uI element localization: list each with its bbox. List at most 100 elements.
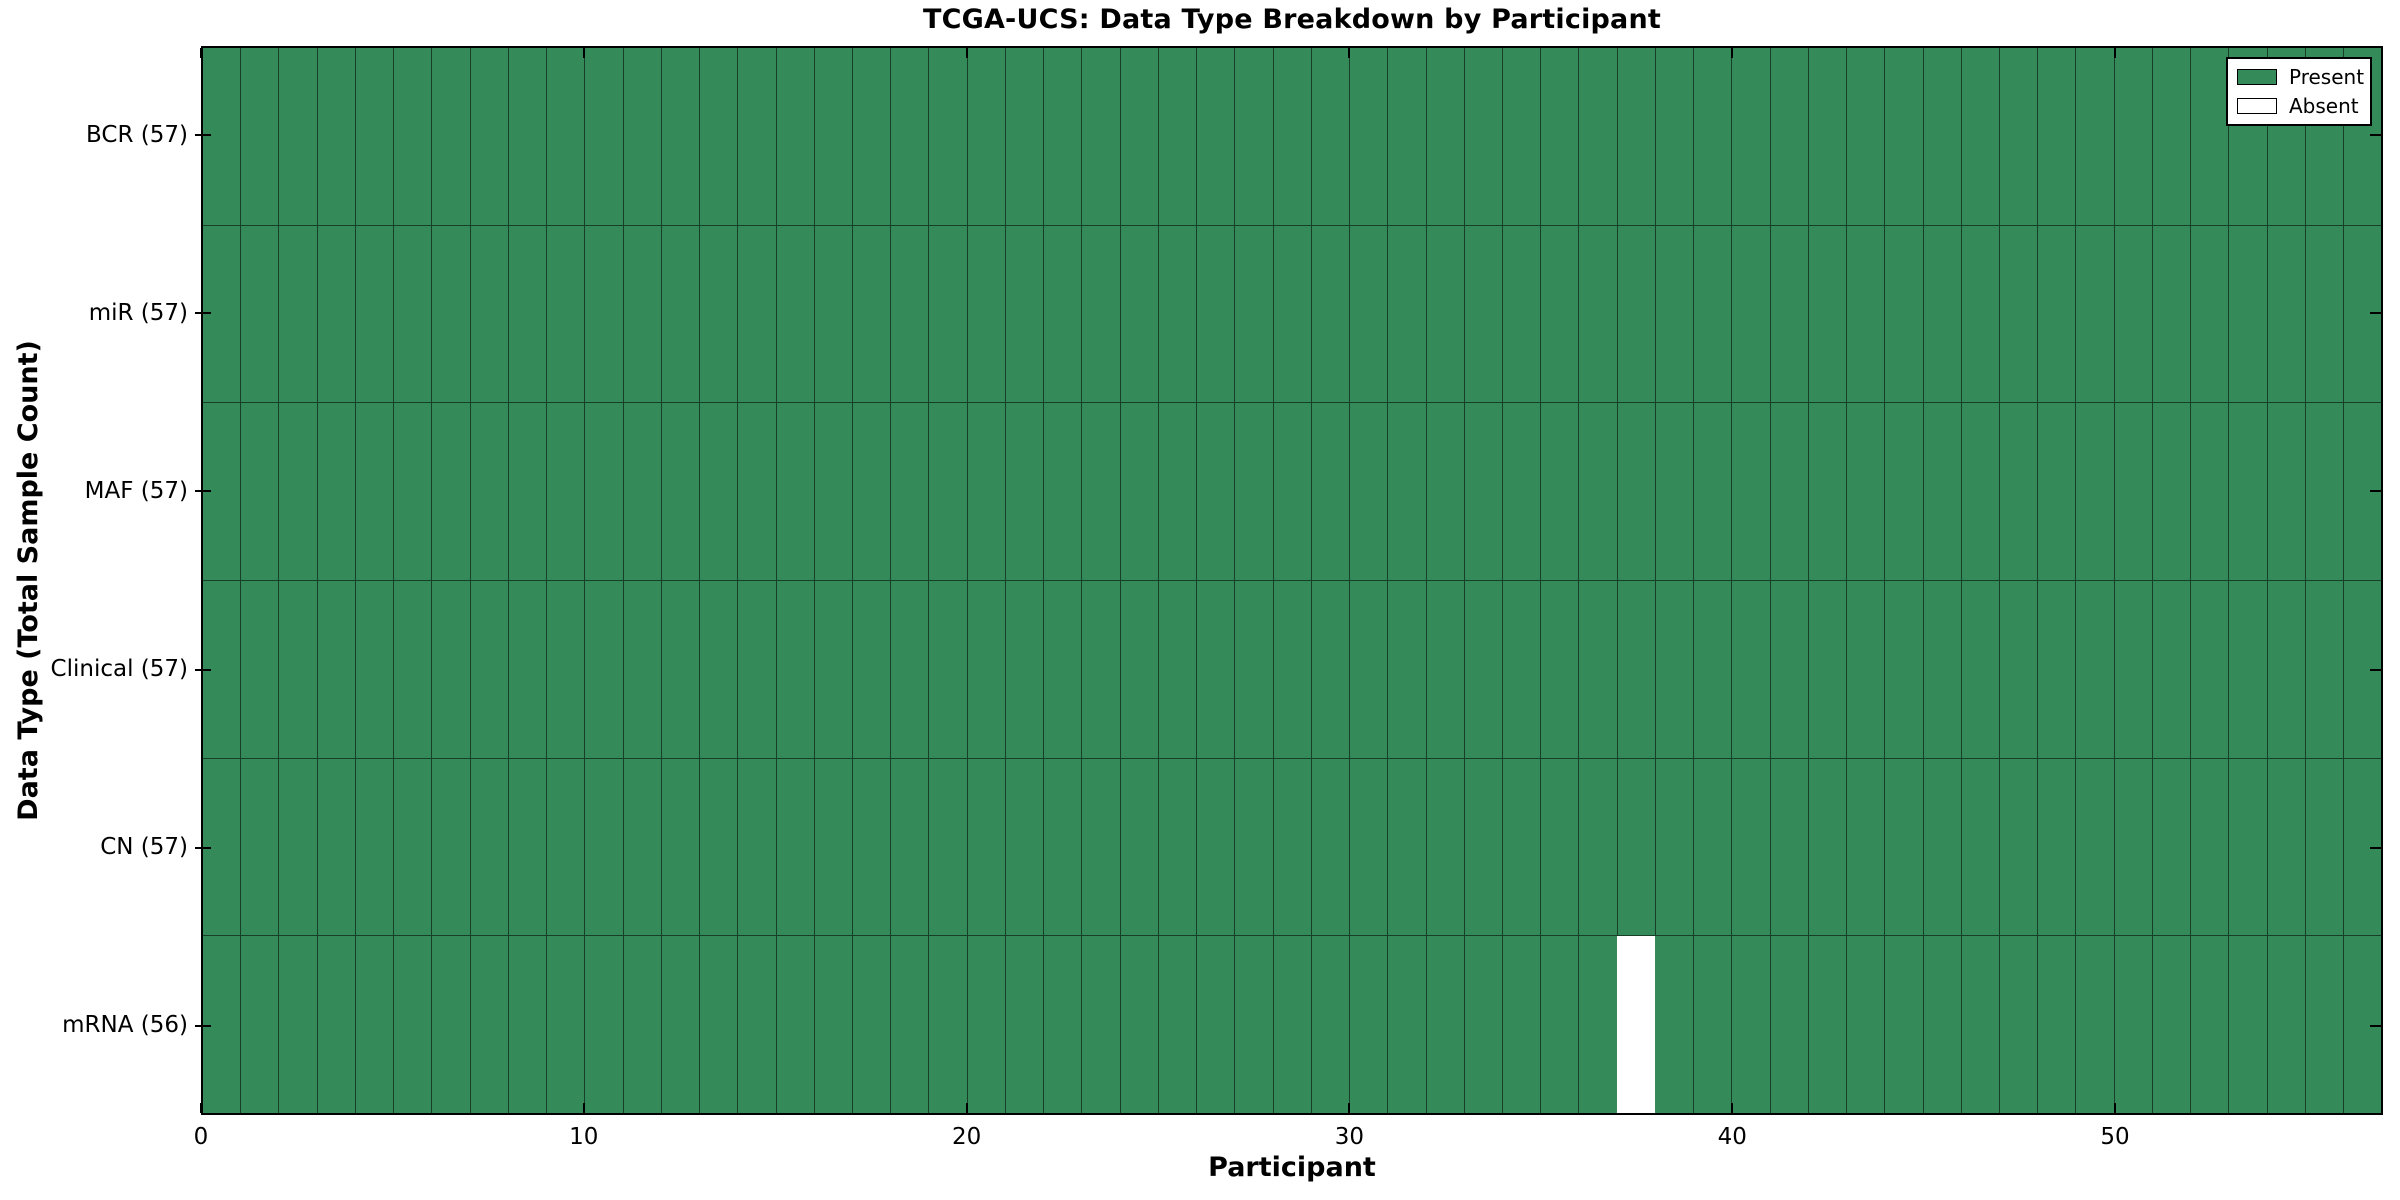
- heatmap-cell-CN-1-present: [240, 758, 279, 936]
- heatmap-cell-miR-38-present: [1654, 225, 1694, 403]
- heatmap-cell-miR-39-present: [1693, 225, 1732, 403]
- heatmap-cell-CN-43-present: [1846, 758, 1885, 936]
- heatmap-cell-MAF-13-present: [699, 403, 738, 581]
- heatmap-cell-miR-29-present: [1310, 225, 1350, 403]
- heatmap-cell-BCR-25-present: [1157, 48, 1197, 225]
- heatmap-cell-CN-30-present: [1349, 758, 1388, 936]
- legend: Present Absent: [2226, 57, 2372, 126]
- heatmap-cell-miR-49-present: [2075, 225, 2114, 403]
- heatmap-cell-Clinical-41-present: [1769, 581, 1808, 758]
- y-tick-mark-right: [2370, 312, 2381, 315]
- heatmap-cell-Clinical-15-present: [775, 581, 814, 758]
- heatmap-cell-CN-32-present: [1425, 758, 1464, 936]
- heatmap-cell-mRNA-6-present: [431, 936, 470, 1114]
- chart-title: TCGA-UCS: Data Type Breakdown by Partici…: [922, 4, 1662, 35]
- heatmap-cell-miR-28-present: [1272, 225, 1311, 403]
- heatmap-cell-mRNA-50-present: [2113, 936, 2152, 1114]
- heatmap-cell-MAF-45-present: [1922, 403, 1961, 581]
- heatmap-cell-Clinical-13-present: [699, 581, 738, 758]
- heatmap-cell-miR-55-present: [2304, 225, 2344, 403]
- heatmap-cell-CN-12-present: [660, 758, 700, 936]
- heatmap-cell-MAF-7-present: [469, 403, 508, 581]
- heatmap-cell-mRNA-35-present: [1540, 936, 1579, 1114]
- heatmap-cell-CN-4-present: [354, 758, 394, 936]
- heatmap-cell-Clinical-5-present: [393, 581, 432, 758]
- heatmap-cell-miR-36-present: [1578, 225, 1617, 403]
- heatmap-cell-mRNA-14-present: [737, 936, 776, 1114]
- heatmap-cell-mRNA-31-present: [1387, 936, 1426, 1114]
- heatmap-cell-BCR-5-present: [393, 48, 432, 225]
- heatmap-cell-Clinical-11-present: [622, 581, 661, 758]
- heatmap-cell-BCR-46-present: [1960, 48, 2000, 225]
- heatmap-cell-BCR-2-present: [278, 48, 317, 225]
- heatmap-cell-BCR-37-present: [1616, 48, 1655, 225]
- heatmap-cell-Clinical-43-present: [1846, 581, 1885, 758]
- heatmap-cell-Clinical-29-present: [1310, 581, 1350, 758]
- heatmap-cell-BCR-12-present: [660, 48, 700, 225]
- heatmap-cell-miR-13-present: [699, 225, 738, 403]
- heatmap-cell-Clinical-26-present: [1196, 581, 1235, 758]
- y-tick-mark-left: [195, 1024, 211, 1027]
- y-axis-label: Data Type (Total Sample Count): [6, 46, 50, 1115]
- heatmap-cell-BCR-19-present: [928, 48, 967, 225]
- heatmap-cell-CN-9-present: [546, 758, 585, 936]
- heatmap-cell-MAF-35-present: [1540, 403, 1579, 581]
- y-tick-label-BCR: BCR (57): [86, 121, 188, 148]
- heatmap-cell-BCR-39-present: [1693, 48, 1732, 225]
- x-tick-mark-bottom: [965, 1103, 968, 1113]
- heatmap-cell-miR-6-present: [431, 225, 470, 403]
- heatmap-cell-MAF-36-present: [1578, 403, 1617, 581]
- heatmap-cell-Clinical-31-present: [1387, 581, 1426, 758]
- heatmap-cell-BCR-0-present: [203, 48, 241, 225]
- heatmap-cell-MAF-5-present: [393, 403, 432, 581]
- heatmap-cell-MAF-2-present: [278, 403, 317, 581]
- heatmap-cell-BCR-22-present: [1043, 48, 1082, 225]
- heatmap-cell-BCR-48-present: [2037, 48, 2076, 225]
- heatmap-cell-mRNA-10-present: [584, 936, 623, 1114]
- heatmap-cell-miR-18-present: [890, 225, 929, 403]
- heatmap-cell-MAF-18-present: [890, 403, 929, 581]
- heatmap-cell-BCR-33-present: [1463, 48, 1502, 225]
- heatmap-cell-BCR-13-present: [699, 48, 738, 225]
- heatmap-cell-MAF-34-present: [1501, 403, 1541, 581]
- heatmap-cell-miR-5-present: [393, 225, 432, 403]
- heatmap-cell-miR-51-present: [2151, 225, 2191, 403]
- heatmap-cell-MAF-53-present: [2228, 403, 2267, 581]
- heatmap-cell-MAF-30-present: [1349, 403, 1388, 581]
- heatmap-cell-CN-31-present: [1387, 758, 1426, 936]
- heatmap-cell-Clinical-46-present: [1960, 581, 2000, 758]
- heatmap-cell-mRNA-28-present: [1272, 936, 1311, 1114]
- heatmap-cell-mRNA-51-present: [2151, 936, 2191, 1114]
- heatmap-cell-BCR-47-present: [1999, 48, 2038, 225]
- heatmap-cell-Clinical-42-present: [1807, 581, 1847, 758]
- heatmap-cell-miR-22-present: [1043, 225, 1082, 403]
- heatmap-cell-CN-45-present: [1922, 758, 1961, 936]
- heatmap-cell-Clinical-28-present: [1272, 581, 1311, 758]
- heatmap-cell-BCR-16-present: [813, 48, 852, 225]
- heatmap-cell-MAF-4-present: [354, 403, 394, 581]
- legend-entry-absent: Absent: [2237, 95, 2361, 117]
- heatmap-cell-CN-39-present: [1693, 758, 1732, 936]
- legend-entry-present: Present: [2237, 66, 2364, 88]
- heatmap-cell-MAF-46-present: [1960, 403, 2000, 581]
- x-tick-mark-top: [1731, 48, 1734, 58]
- heatmap-cell-MAF-40-present: [1731, 403, 1770, 581]
- heatmap-cell-BCR-7-present: [469, 48, 508, 225]
- heatmap-cell-CN-33-present: [1463, 758, 1502, 936]
- heatmap-cell-CN-54-present: [2266, 758, 2305, 936]
- legend-swatch-absent: [2237, 98, 2277, 114]
- heatmap-cell-Clinical-50-present: [2113, 581, 2152, 758]
- heatmap-cell-CN-34-present: [1501, 758, 1541, 936]
- heatmap-row-CN: [203, 757, 2382, 936]
- heatmap-row-mRNA: [203, 935, 2382, 1114]
- heatmap-cell-miR-20-present: [966, 225, 1005, 403]
- heatmap-cell-CN-2-present: [278, 758, 317, 936]
- heatmap-cell-mRNA-53-present: [2228, 936, 2267, 1114]
- heatmap-cell-miR-7-present: [469, 225, 508, 403]
- heatmap-cell-CN-50-present: [2113, 758, 2152, 936]
- y-tick-mark-left: [195, 846, 211, 849]
- heatmap-cell-MAF-10-present: [584, 403, 623, 581]
- heatmap-cell-mRNA-40-present: [1731, 936, 1770, 1114]
- heatmap-cell-CN-44-present: [1884, 758, 1923, 936]
- heatmap-cell-mRNA-41-present: [1769, 936, 1808, 1114]
